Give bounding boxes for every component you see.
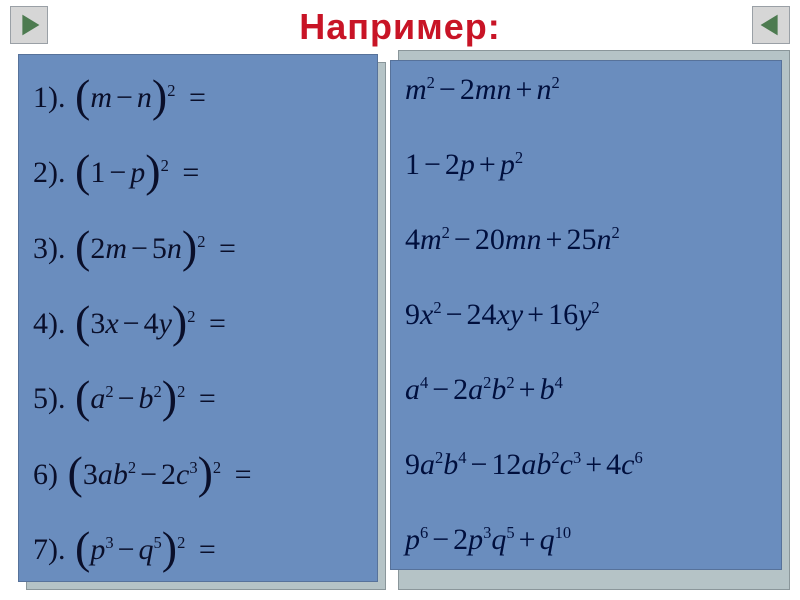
expression-row: 1). (m−n)2 =: [33, 69, 363, 115]
equals-sign: =: [193, 382, 222, 415]
row-label: 4).: [33, 307, 68, 340]
row-label: 5).: [33, 382, 68, 415]
expression-row: 6) (3ab2−2c3)2 =: [33, 446, 363, 492]
expression-lhs: (a2−b2)2: [75, 382, 185, 415]
expression-lhs: (m−n)2: [75, 81, 176, 114]
expression-row: 2). (1−p)2 =: [33, 144, 363, 190]
equals-sign: =: [176, 156, 205, 189]
expression-rhs: 9x2−24xy+16y2: [405, 298, 600, 331]
answer-row: 9a2b4−12ab2c3+4c6: [405, 450, 767, 480]
slide-title: Например:: [0, 6, 800, 48]
row-label: 1).: [33, 81, 68, 114]
expression-lhs: (2m−5n)2: [75, 232, 206, 265]
expression-row: 3). (2m−5n)2 =: [33, 220, 363, 266]
expressions-panel: 1). (m−n)2 =2). (1−p)2 =3). (2m−5n)2 =4)…: [18, 54, 378, 582]
equals-sign: =: [183, 81, 212, 114]
expression-lhs: (3ab2−2c3)2: [68, 458, 222, 491]
answers-panel: m2−2mn+n2 1−2p+p2 4m2−20mn+25n2 9x2−24xy+16…: [390, 60, 782, 570]
expression-rhs: 9a2b4−12ab2c3+4c6: [405, 448, 643, 481]
answer-row: 4m2−20mn+25n2: [405, 225, 767, 255]
expression-rhs: m2−2mn+n2: [405, 73, 560, 106]
row-label: 3).: [33, 232, 68, 265]
expression-row: 7). (p3−q5)2 =: [33, 521, 363, 567]
row-label: 7).: [33, 533, 68, 566]
expression-rhs: 4m2−20mn+25n2: [405, 223, 620, 256]
expression-lhs: (3x−4y)2: [75, 307, 195, 340]
answer-row: 9x2−24xy+16y2: [405, 300, 767, 330]
answer-row: 1−2p+p2: [405, 150, 767, 180]
row-label: 2).: [33, 156, 68, 189]
answer-row: m2−2mn+n2: [405, 75, 767, 105]
equals-sign: =: [193, 533, 222, 566]
expression-lhs: (1−p)2: [75, 156, 169, 189]
equals-sign: =: [203, 307, 232, 340]
expression-lhs: (p3−q5)2: [75, 533, 185, 566]
expression-rhs: 1−2p+p2: [405, 148, 523, 181]
answer-row: a4−2a2b2+b4: [405, 375, 767, 405]
expression-rhs: a4−2a2b2+b4: [405, 373, 563, 406]
equals-sign: =: [229, 458, 258, 491]
expression-row: 4). (3x−4y)2 =: [33, 295, 363, 341]
equals-sign: =: [213, 232, 242, 265]
row-label: 6): [33, 458, 60, 491]
answer-row: p6−2p3q5+q10: [405, 525, 767, 555]
expression-row: 5). (a2−b2)2 =: [33, 370, 363, 416]
expression-rhs: p6−2p3q5+q10: [405, 523, 571, 556]
